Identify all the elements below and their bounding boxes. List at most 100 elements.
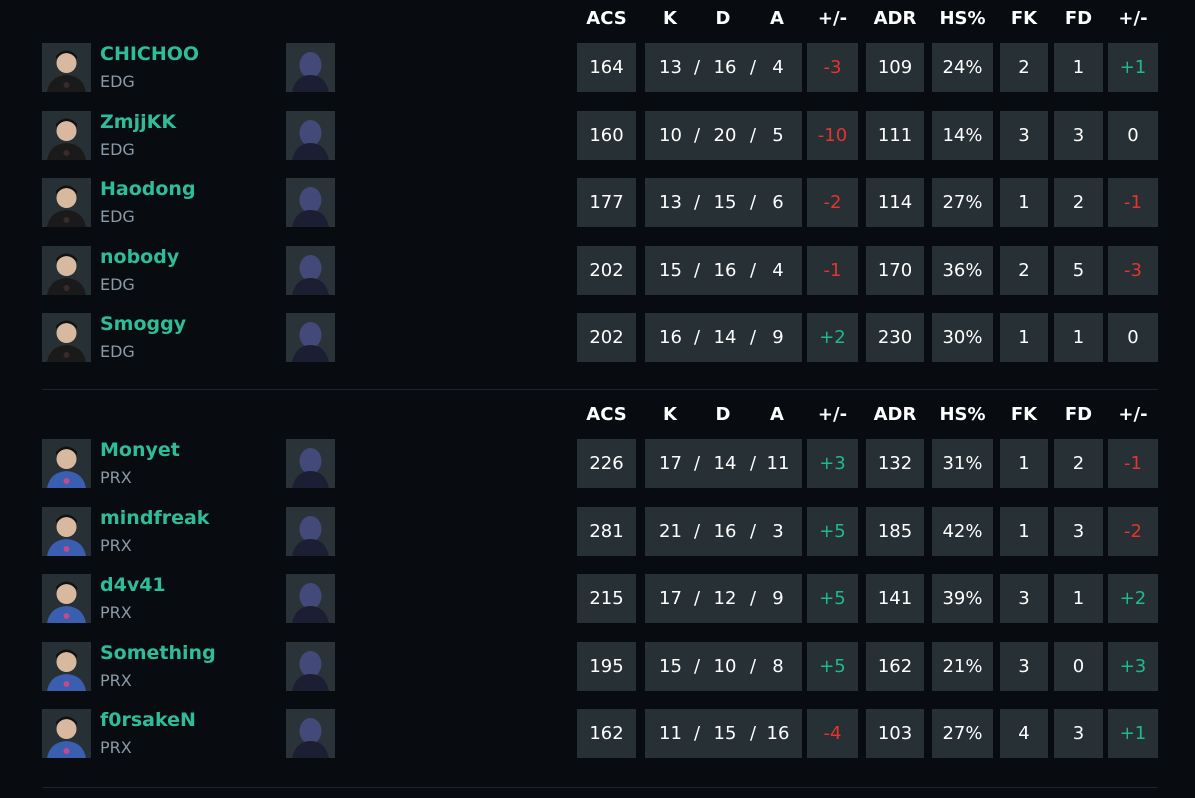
stat-fk: 4 [1000,709,1048,758]
stat-d: 16 [713,57,737,78]
stat-kda: 15 / 16 / 4 [645,245,802,295]
player-name[interactable]: f0rsakeN [100,709,196,731]
team-table: ACS K D A +/- ADR HS% FK FD +/- Monyet PRX 226 17/14/… [0,396,1195,788]
stat-fk: 3 [1000,574,1048,623]
player-name[interactable]: nobody [100,245,180,268]
stat-adr: 185 [866,506,924,556]
stat-fpm: -2 [1108,506,1158,556]
separator: / [693,723,701,744]
player-avatar[interactable] [42,641,91,691]
agent-robot-blue-icon [286,313,335,362]
stat-hs: 30% [932,313,993,362]
stat-fd: 5 [1054,245,1103,295]
column-header: ADR [873,7,917,29]
column-header: K [663,7,677,29]
player-team: EDG [100,72,135,91]
stat-fd: 2 [1054,178,1103,227]
player-name[interactable]: Smoggy [100,313,187,335]
stat-adr: 109 [866,43,924,92]
stat-hs: 27% [932,178,993,227]
stat-k: 10 [659,124,682,146]
separator: / [693,57,701,78]
stat-pm: -10 [807,110,858,160]
player-avatar[interactable] [42,245,91,295]
stat-adr: 162 [866,641,924,691]
stat-kda: 16 / 14 / 9 [645,313,802,362]
player-avatar[interactable] [42,574,91,623]
stat-k: 17 [659,453,682,474]
stat-kda: 13 / 16 / 4 [645,43,802,92]
player-avatar[interactable] [42,439,91,488]
player-team: EDG [100,274,135,294]
column-header: FD [1064,403,1093,425]
player-name[interactable]: ZmjjKK [100,110,177,133]
separator: / [693,588,701,609]
separator: / [749,453,757,474]
agent-hooded-purple-icon [286,178,335,227]
stat-fd: 1 [1054,313,1103,362]
stat-fpm: +2 [1108,574,1158,623]
stat-acs: 281 [577,506,636,556]
stat-fk: 1 [1000,506,1048,556]
stat-hs: 31% [932,439,993,488]
player-row: f0rsakeN PRX 162 11 / 15 / 16 -4 103 27% 4 3 +1 [0,709,1195,758]
player-avatar[interactable] [42,110,91,160]
agent-green-hair-icon [286,641,335,691]
stat-kda: 13 / 15 / 6 [645,178,802,227]
player-name[interactable]: mindfreak [100,506,210,529]
player-row: CHICHOO EDG 164 13 / 16 / 4 -3 109 24% 2 1 +1 [0,43,1195,92]
stat-kda: 17 / 12 / 9 [645,574,802,623]
player-name[interactable]: Haodong [100,178,196,200]
player-name[interactable]: CHICHOO [100,43,200,65]
column-header: FD [1064,7,1093,29]
stat-d: 16 [713,259,737,281]
player-name[interactable]: Monyet [100,439,180,461]
stat-a: 5 [772,124,784,146]
player-row: d4v41 PRX 215 17 / 12 / 9 +5 141 39% 3 1 +2 [0,574,1195,623]
player-avatar[interactable] [42,313,91,362]
stat-kda: 17 / 14 / 11 [645,439,802,488]
stat-fd: 3 [1054,709,1103,758]
player-row: Smoggy EDG 202 16/14/9 +2 230 30% 1 1 0 [0,313,1195,362]
stat-fpm: -3 [1108,245,1158,295]
column-header: K [663,403,677,425]
player-row: mindfreak PRX 281 21/16/3 +5 185 42% 1 3 -2 [0,506,1195,556]
player-row: Something PRX 195 15 / 10 / 8 +5 162 21% 3 0 +3 [0,641,1195,691]
stat-hs: 42% [932,506,993,556]
column-header: +/- [1118,403,1148,425]
player-avatar[interactable] [42,709,91,758]
stat-hs: 36% [932,245,993,295]
stat-k: 15 [659,259,682,281]
stat-a: 4 [772,259,784,281]
column-header: FK [1010,7,1038,29]
stat-k: 15 [659,655,682,677]
stat-d: 16 [713,520,737,542]
separator: / [693,192,701,213]
stat-hs: 24% [932,43,993,92]
player-name[interactable]: Something [100,641,216,664]
stat-fk: 2 [1000,245,1048,295]
agent-robot-blue-icon [286,709,335,758]
stat-pm: +3 [807,439,858,488]
stat-fk: 1 [1000,313,1048,362]
stat-pm: -3 [807,43,858,92]
stat-pm: -4 [807,709,858,758]
stat-acs: 162 [577,709,636,758]
stat-d: 15 [713,192,737,213]
stat-kda: 15 / 10 / 8 [645,641,802,691]
stat-k: 21 [659,520,682,542]
stat-acs: 202 [577,313,636,362]
separator: / [749,327,757,348]
player-team: EDG [100,342,135,361]
stat-kda: 11 / 15 / 16 [645,709,802,758]
stat-fk: 2 [1000,43,1048,92]
player-avatar[interactable] [42,178,91,227]
player-avatar[interactable] [42,43,91,92]
player-name[interactable]: d4v41 [100,574,166,596]
player-avatar[interactable] [42,506,91,556]
separator: / [749,588,757,609]
player-row: nobody EDG 202 15 / 16 / 4 -1 170 36% 2 5 -3 [0,245,1195,295]
stat-fpm: +3 [1108,641,1158,691]
stat-kda: 10 / 20 / 5 [645,110,802,160]
stat-fd: 2 [1054,439,1103,488]
